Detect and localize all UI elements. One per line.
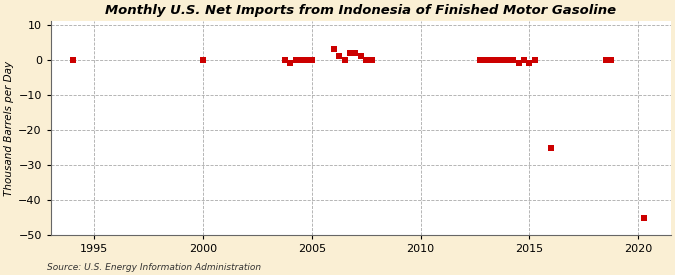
Point — [546, 145, 557, 150]
Point — [306, 57, 317, 62]
Point — [296, 57, 306, 62]
Point — [339, 57, 350, 62]
Point — [475, 57, 486, 62]
Point — [344, 51, 355, 55]
Point — [497, 57, 508, 62]
Point — [639, 216, 649, 220]
Point — [301, 57, 312, 62]
Point — [508, 57, 518, 62]
Point — [285, 61, 296, 65]
Point — [328, 47, 339, 51]
Y-axis label: Thousand Barrels per Day: Thousand Barrels per Day — [4, 61, 14, 196]
Point — [198, 57, 209, 62]
Point — [486, 57, 497, 62]
Point — [605, 57, 616, 62]
Point — [333, 54, 344, 58]
Point — [350, 51, 361, 55]
Point — [502, 57, 513, 62]
Point — [529, 57, 540, 62]
Point — [290, 57, 301, 62]
Point — [600, 57, 611, 62]
Point — [279, 57, 290, 62]
Title: Monthly U.S. Net Imports from Indonesia of Finished Motor Gasoline: Monthly U.S. Net Imports from Indonesia … — [105, 4, 616, 17]
Point — [356, 54, 367, 58]
Point — [361, 57, 372, 62]
Point — [481, 57, 491, 62]
Point — [513, 61, 524, 65]
Point — [518, 57, 529, 62]
Text: Source: U.S. Energy Information Administration: Source: U.S. Energy Information Administ… — [47, 263, 261, 272]
Point — [524, 61, 535, 65]
Point — [491, 57, 502, 62]
Point — [68, 57, 78, 62]
Point — [367, 57, 377, 62]
